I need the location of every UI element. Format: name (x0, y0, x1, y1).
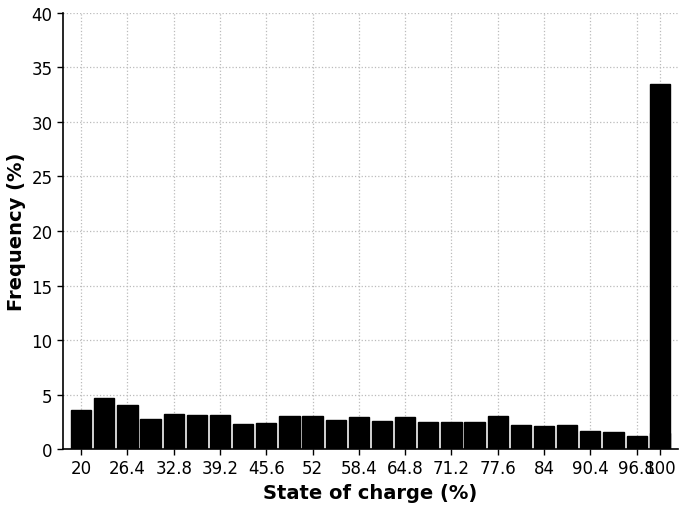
Bar (395, 418, 415, 449)
Bar (187, 415, 207, 449)
Bar (233, 424, 253, 449)
Bar (418, 422, 438, 449)
Bar (580, 431, 601, 449)
Bar (71, 410, 91, 449)
Bar (649, 84, 670, 449)
Bar (649, 433, 670, 449)
Bar (488, 416, 508, 449)
Bar (627, 436, 647, 449)
Bar (164, 414, 184, 449)
X-axis label: State of charge (%): State of charge (%) (263, 483, 477, 502)
Bar (464, 422, 485, 449)
Bar (534, 427, 554, 449)
Bar (372, 421, 392, 449)
Bar (325, 420, 346, 449)
Bar (279, 416, 299, 449)
Bar (441, 422, 462, 449)
Bar (140, 419, 161, 449)
Bar (557, 425, 577, 449)
Bar (349, 417, 369, 449)
Bar (210, 415, 230, 449)
Bar (603, 432, 623, 449)
Y-axis label: Frequency (%): Frequency (%) (7, 153, 26, 310)
Bar (303, 416, 323, 449)
Bar (117, 406, 138, 449)
Bar (256, 423, 277, 449)
Bar (94, 398, 114, 449)
Bar (511, 425, 531, 449)
